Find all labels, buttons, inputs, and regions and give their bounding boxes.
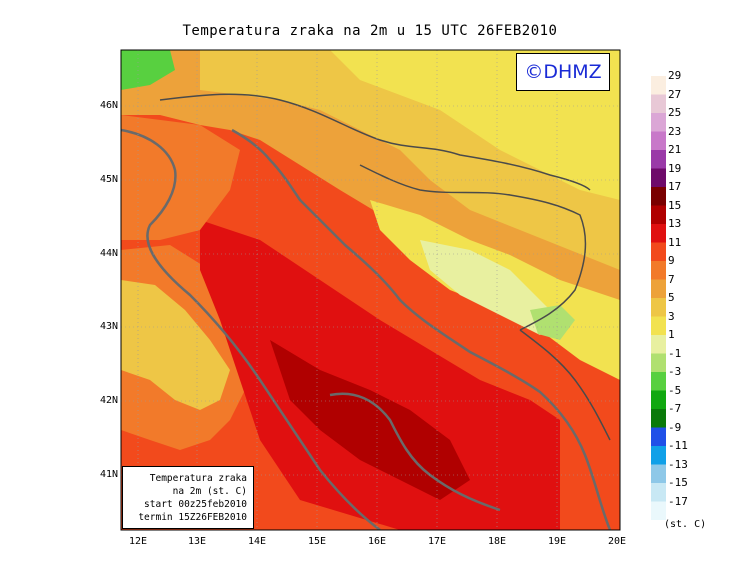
colorbar-swatch [651,298,666,317]
colorbar-swatch [651,483,666,502]
lat-label: 44N [99,248,118,259]
colorbar-swatch [651,409,666,428]
border-montenegro [519,329,611,441]
border-bosnia [359,164,587,331]
colorbar-swatch [651,353,666,372]
field-1 [420,240,560,335]
colorbar-swatch [651,94,666,113]
colorbar [651,76,666,520]
plot-frame [120,49,621,531]
coastline-adriatic-east [231,128,612,530]
colorbar-swatch [651,187,666,206]
colorbar-label: 13 [668,217,682,230]
colorbar-label: -15 [668,476,688,489]
lat-label: 46N [99,100,118,111]
field-13 [200,220,560,530]
field-9nw [121,115,240,240]
colorbar-swatch [651,372,666,391]
colorbar-swatch [651,150,666,169]
field-15 [270,340,470,500]
lon-label: 17E [427,536,447,547]
lat-label: 43N [99,321,118,332]
field-m1 [530,305,575,340]
colorbar-label: -13 [668,457,688,471]
lat-label: 45N [99,174,118,185]
colorbar-label: 15 [668,198,682,212]
colorbar-swatch [651,168,666,187]
lon-label: 13E [187,536,207,547]
colorbar-swatch [651,446,666,465]
colorbar-label: 7 [668,272,675,286]
colorbar-swatch [651,242,666,261]
lon-label: 20E [607,536,627,547]
lon-label: 15E [307,536,327,547]
colorbar-label: 17 [668,180,682,193]
colorbar-swatch [651,316,666,335]
coastline-italy [121,128,381,530]
colorbar-swatch [651,335,666,354]
colorbar-label: 23 [668,124,682,138]
border-croatia-north [159,93,591,191]
colorbar-label: -17 [668,494,688,508]
info-line-4: termin 15Z26FEB2010 [138,512,247,523]
colorbar-label: 25 [668,106,682,119]
colorbar-swatch [651,205,666,224]
coastline-gargano [329,392,501,512]
field-m1b [121,50,175,90]
colorbar-label: 19 [668,161,682,175]
colorbar-swatch [651,501,666,520]
colorbar-swatch [651,224,666,243]
colorbar-label: -11 [668,439,688,452]
colorbar-swatch [651,261,666,280]
lon-label: 19E [547,536,567,547]
colorbar-label: 29 [668,69,682,82]
info-box: Temperatura zraka na 2m (st. C) start 00… [122,466,254,529]
lon-label: 16E [367,536,387,547]
colorbar-label: -9 [668,420,682,434]
dhmz-logo: ©DHMZ [516,53,610,91]
colorbar-swatch [651,464,666,483]
info-line-2: na 2m (st. C) [172,486,247,497]
colorbar-swatch [651,131,666,150]
colorbar-label: 27 [668,87,682,101]
lat-label: 41N [99,469,118,480]
colorbar-label: -1 [668,346,682,360]
info-line-1: Temperatura zraka [149,473,247,484]
colorbar-swatch [651,76,666,95]
info-line-3: start 00z25feb2010 [144,499,247,510]
lon-label: 12E [128,536,148,547]
colorbar-label: 9 [668,254,675,267]
lat-label: 42N [99,395,118,406]
colorbar-label: 11 [668,235,682,249]
colorbar-label: 3 [668,309,675,323]
colorbar-label: 1 [668,328,675,341]
colorbar-label: -7 [668,402,682,415]
colorbar-swatch [651,427,666,446]
field-italy-5 [121,280,230,410]
colorbar-label: 21 [668,143,682,156]
colorbar-swatch [651,390,666,409]
colorbar-label: -5 [668,383,682,397]
colorbar-swatch [651,279,666,298]
lon-label: 18E [487,536,507,547]
colorbar-units: (st. C) [664,519,707,530]
colorbar-swatch [651,113,666,132]
map-title: Temperatura zraka na 2m u 15 UTC 26FEB20… [182,23,558,39]
colorbar-label: -3 [668,365,682,378]
lon-label: 14E [247,536,267,547]
colorbar-label: 5 [668,291,675,304]
graticule [121,50,620,530]
